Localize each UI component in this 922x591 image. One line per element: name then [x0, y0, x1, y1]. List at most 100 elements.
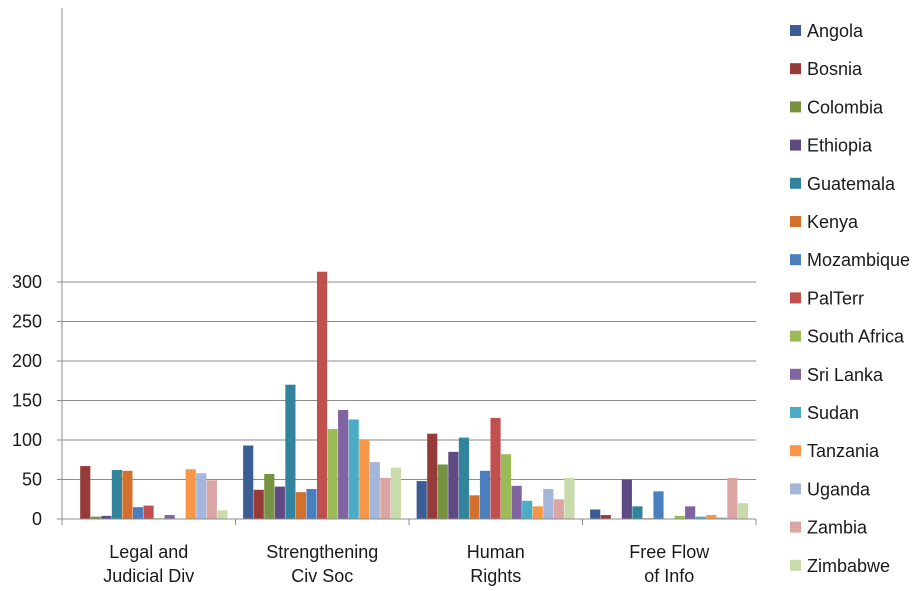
bar-palterr — [143, 505, 154, 519]
bar-bosnia — [80, 466, 91, 519]
bar-mozambique — [132, 507, 144, 519]
bar-colombia — [437, 464, 448, 519]
legend-label: Bosnia — [807, 59, 863, 79]
legend-swatch — [790, 407, 801, 418]
bar-angola — [590, 509, 601, 519]
x-category-label: Legal and — [109, 542, 188, 562]
bar-colombia — [90, 516, 101, 519]
bar-guatemala — [458, 437, 469, 519]
gridlines — [62, 281, 756, 480]
x-category-label: Rights — [470, 566, 521, 586]
legend-swatch — [790, 101, 801, 113]
bar-bosnia — [427, 433, 438, 519]
legend-swatch — [790, 292, 801, 304]
bar-colombia — [264, 473, 275, 519]
legend-swatch — [790, 254, 801, 266]
bar-ethiopia — [621, 479, 632, 519]
bar-uganda — [716, 517, 727, 519]
x-category-label: Strengthening — [266, 542, 378, 562]
bar-palterr — [316, 271, 328, 519]
legend-label: South Africa — [807, 327, 905, 347]
bar-kenya — [122, 470, 133, 519]
bar-mozambique — [306, 488, 317, 519]
bar-kenya — [295, 492, 307, 519]
bar-zambia — [727, 477, 738, 519]
bar-palterr — [490, 417, 501, 519]
bar-uganda — [369, 462, 380, 519]
bar-ethiopia — [448, 451, 459, 519]
legend-swatch — [790, 483, 801, 495]
y-tick-label: 100 — [12, 430, 42, 450]
bar-tanzania — [359, 439, 370, 519]
bar-tanzania — [706, 515, 717, 519]
legend-swatch — [790, 368, 801, 380]
bar-zimbabwe — [217, 510, 228, 519]
bar-mozambique — [479, 470, 491, 519]
legend-swatch — [790, 25, 801, 36]
y-tick-label: 0 — [32, 509, 42, 529]
bar-bosnia — [253, 489, 264, 519]
legend-label: Mozambique — [807, 250, 910, 270]
legend-label: Ethiopia — [807, 136, 873, 156]
bar-ethiopia — [274, 486, 285, 519]
bar-zambia — [206, 480, 217, 519]
bar-sri-lanka — [511, 485, 522, 519]
axes: 0 50 100 150 200 250 300 Legal and Judicial Div S… — [12, 8, 757, 586]
bar-zimbabwe — [737, 503, 748, 519]
legend-label: Sudan — [807, 403, 859, 423]
y-tick-label: 200 — [12, 351, 42, 371]
bar-sri-lanka — [338, 409, 349, 519]
legend-swatch — [790, 330, 801, 342]
bar-tanzania — [185, 469, 196, 519]
bar-mozambique — [653, 491, 664, 519]
y-tick-label: 50 — [22, 470, 42, 490]
legend-label: Tanzania — [807, 441, 880, 461]
bar-south-africa — [674, 515, 685, 519]
bar-guatemala — [285, 384, 296, 519]
legend-label: Zimbabwe — [807, 556, 890, 576]
bar-zimbabwe — [390, 467, 401, 519]
bar-angola — [243, 445, 254, 519]
legend: Angola Bosnia Colombia Ethiopia Guatemala Ken… — [790, 21, 910, 576]
bar-sudan — [522, 500, 533, 519]
legend-swatch — [790, 521, 801, 533]
bar-ethiopia — [101, 515, 112, 519]
bar-sri-lanka — [164, 515, 175, 519]
legend-swatch — [790, 559, 801, 571]
legend-swatch — [790, 63, 801, 75]
bar-kenya — [469, 495, 480, 519]
legend-label: Angola — [807, 21, 864, 41]
x-category-label: of Info — [644, 566, 694, 586]
bar-bosnia — [600, 515, 611, 519]
legend-label: Kenya — [807, 212, 859, 232]
x-category-label: Civ Soc — [291, 566, 353, 586]
bar-tanzania — [532, 506, 543, 519]
bars — [80, 271, 748, 519]
x-category-label: Human — [467, 542, 525, 562]
legend-swatch — [790, 177, 801, 189]
legend-label: Sri Lanka — [807, 365, 884, 385]
x-category-label: Judicial Div — [103, 566, 194, 586]
bar-uganda — [196, 473, 207, 519]
legend-swatch — [790, 216, 801, 227]
bar-south-africa — [327, 428, 338, 519]
bar-zambia — [380, 477, 391, 519]
legend-label: Zambia — [807, 518, 868, 538]
legend-swatch — [790, 445, 801, 457]
bar-uganda — [543, 488, 554, 519]
bar-sudan — [695, 516, 706, 519]
bar-guatemala — [111, 470, 122, 519]
legend-label: Guatemala — [807, 174, 896, 194]
legend-label: Uganda — [807, 479, 871, 499]
bar-zambia — [553, 499, 564, 519]
bar-south-africa — [501, 454, 512, 519]
bar-sri-lanka — [685, 506, 696, 519]
x-category-label: Free Flow — [629, 542, 710, 562]
bar-zimbabwe — [564, 477, 575, 519]
legend-label: Colombia — [807, 97, 884, 117]
y-tick-label: 300 — [12, 272, 42, 292]
legend-label: PalTerr — [807, 288, 864, 308]
bar-angola — [416, 481, 427, 519]
